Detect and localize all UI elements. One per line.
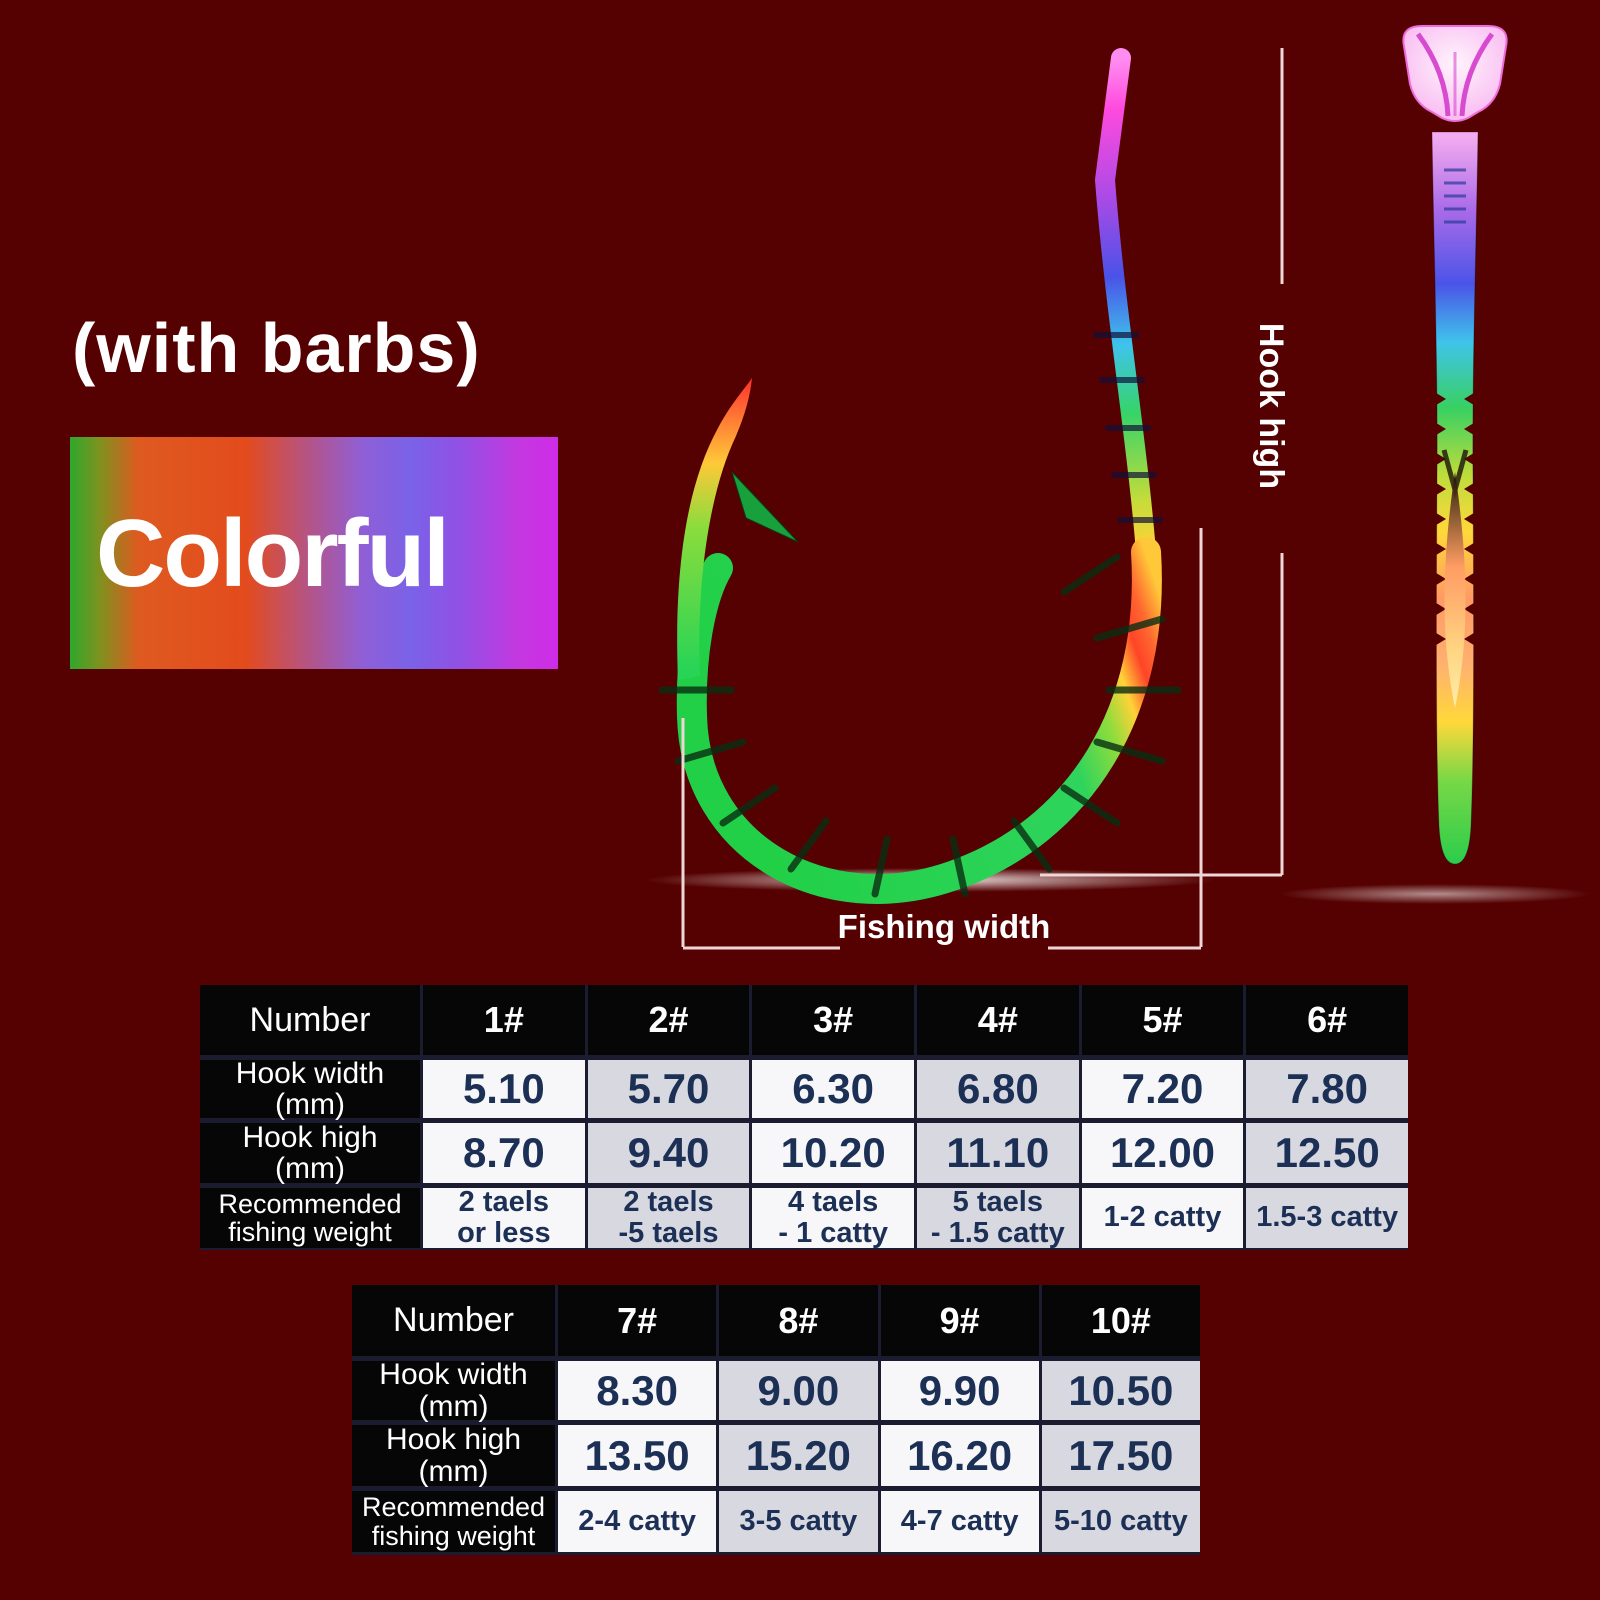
hook-bend-notches [658, 553, 1182, 898]
table1-row-label-weight: Recommended fishing weight [200, 1188, 420, 1248]
table2-hook-width-value: 9.00 [719, 1361, 878, 1420]
front-hook-shadow [1280, 884, 1590, 904]
table2-hook-high-value: 15.20 [719, 1425, 878, 1486]
table1-hook-high-value: 9.40 [587, 1123, 750, 1183]
table1-hook-width-value: 6.80 [917, 1060, 1079, 1118]
table1-col-4: 4# [917, 985, 1079, 1055]
table1-row-label-hook-high: Hook high (mm) [200, 1122, 420, 1184]
spec-table-sizes-1-6: Number 1# 2# 3# 4# 5# 6# Hook width (mm)… [200, 985, 1408, 1250]
spec-table-sizes-7-10: Number 7# 8# 9# 10# Hook width (mm) 8.30… [352, 1285, 1200, 1555]
table2-hook-width-value: 8.30 [558, 1361, 717, 1420]
table2-hook-width-value: 10.50 [1041, 1361, 1200, 1420]
dimension-lines [681, 48, 1284, 950]
table2-weight-value: 5-10 catty [1041, 1491, 1200, 1552]
table1-weight-value: 1.5-3 catty [1246, 1188, 1408, 1248]
table1-hook-high-value: 11.10 [917, 1123, 1079, 1183]
hook-shank [1094, 48, 1156, 562]
hook-shank-notches [1093, 332, 1163, 523]
colorful-banner-text: Colorful [96, 500, 450, 607]
hook-barb [731, 471, 799, 543]
table2-weight-value: 2-4 catty [558, 1491, 717, 1552]
table1-hook-width-value: 5.10 [423, 1060, 585, 1118]
hook-bend [676, 537, 1162, 904]
table1-row-label-hook-width: Hook width (mm) [200, 1058, 420, 1120]
table2-row-label-hook-width: Hook width (mm) [352, 1359, 555, 1422]
table1-hook-width-value: 5.70 [587, 1060, 750, 1118]
table2-hook-high-value: 17.50 [1041, 1425, 1200, 1486]
front-hook-serrations [1428, 388, 1482, 650]
table2-col-8: 8# [719, 1285, 878, 1356]
with-barbs-heading: (with barbs) [72, 309, 481, 387]
table1-hook-high-value: 8.70 [423, 1123, 585, 1183]
front-hook-ladder [1444, 168, 1466, 224]
table1-col-5: 5# [1081, 985, 1244, 1055]
table2-hook-width-value: 9.90 [880, 1361, 1039, 1420]
hook-side-illustration [645, 48, 1284, 950]
table2-weight-value: 4-7 catty [880, 1491, 1039, 1552]
table1-weight-value: 1-2 catty [1081, 1188, 1244, 1248]
table1-hook-width-value: 6.30 [752, 1060, 914, 1118]
table2-col-10: 10# [1041, 1285, 1200, 1356]
table2-row-label-hook-high: Hook high (mm) [352, 1424, 555, 1487]
table1-weight-value: 4 taels - 1 catty [752, 1186, 914, 1249]
front-hook-spade-detail [1415, 32, 1495, 117]
hook-high-dimension-label: Hook high [1252, 322, 1290, 490]
table1-weight-value: 2 taels -5 taels [587, 1186, 750, 1249]
table1-col-2: 2# [587, 985, 750, 1055]
table2-header-number: Number [352, 1285, 555, 1356]
table1-col-3: 3# [752, 985, 914, 1055]
fishing-width-dimension-label: Fishing width [837, 908, 1051, 945]
table2-weight-value: 3-5 catty [719, 1491, 878, 1552]
table1-col-6: 6# [1246, 985, 1408, 1055]
table2-col-9: 9# [880, 1285, 1039, 1356]
table2-hook-high-value: 13.50 [558, 1425, 717, 1486]
table2-hook-high-value: 16.20 [880, 1425, 1039, 1486]
table1-header-number: Number [200, 985, 420, 1055]
hook-point [677, 378, 752, 680]
table1-weight-value: 2 taels or less [423, 1186, 585, 1249]
table1-hook-high-value: 12.00 [1081, 1123, 1244, 1183]
front-hook-core [1444, 472, 1466, 708]
table2-col-7: 7# [558, 1285, 717, 1356]
table1-col-1: 1# [423, 985, 585, 1055]
table1-hook-width-value: 7.20 [1081, 1060, 1244, 1118]
table2-row-label-weight: Recommended fishing weight [352, 1491, 555, 1552]
table1-hook-width-value: 7.80 [1246, 1060, 1408, 1118]
hook-front-illustration [1280, 25, 1590, 904]
colorful-banner: Colorful [70, 437, 558, 669]
table1-weight-value: 5 taels - 1.5 catty [917, 1186, 1079, 1249]
table1-hook-high-value: 10.20 [752, 1123, 914, 1183]
table1-hook-high-value: 12.50 [1246, 1123, 1408, 1183]
